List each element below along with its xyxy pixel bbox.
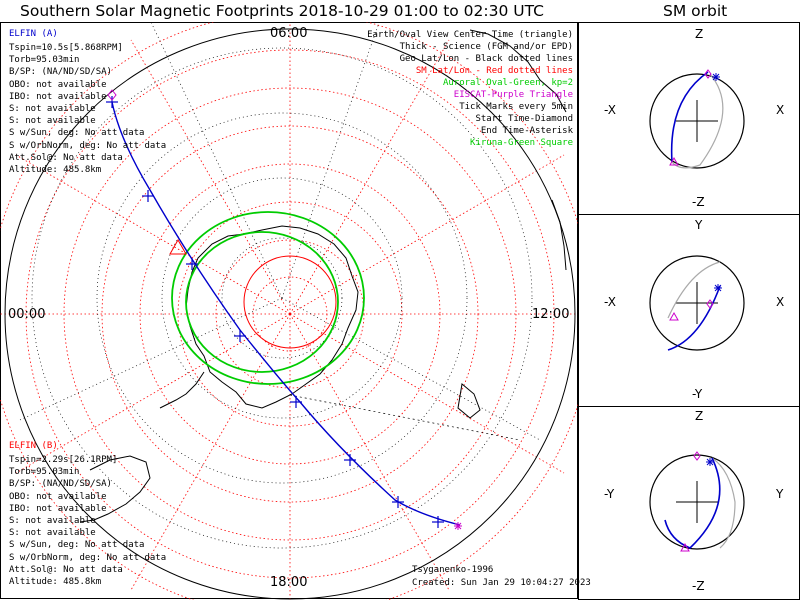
legend-entry: EISCAT-Purple Triangle (453, 90, 573, 100)
info-line: Torb=95.03min (9, 55, 80, 66)
legend-entry: Start Time-Diamond (475, 114, 573, 124)
orbit-near-side (670, 71, 709, 163)
orbit-panel-yz (578, 406, 800, 600)
legend-entry: Auroral Oval-Green, kp=2 (442, 78, 573, 88)
info-line: Tspin=2.29s[26.1RPM] (9, 455, 118, 465)
mlt-label-left: 00:00 (8, 307, 46, 322)
elfin-b-name: ELFIN (B) (9, 441, 58, 451)
elfin-b-info: ELFIN (B) Tspin=2.29s[26.1RPM] Torb=95.03… (9, 441, 166, 588)
info-line: Att.Sol@: No att data (9, 152, 123, 163)
created-timestamp: Created: Sun Jan 29 10:04:27 2023 (412, 578, 591, 588)
orbit-panel-xy (578, 214, 800, 407)
elfin-footprint-track (111, 101, 461, 526)
legend-entry: Geo Lat/Lon - Black dotted lines (399, 54, 573, 64)
model-credit: Tsyganenko-1996 (412, 565, 494, 575)
orbit-near-side (667, 285, 721, 351)
info-line: S w/OrbNorm, deg: No att data (9, 140, 167, 151)
orbit-center-triangle (669, 311, 679, 321)
africa-coastline (551, 199, 567, 271)
orbit3-axis-top: Z (695, 409, 704, 423)
legend-entry: Kiruna-Green Square (470, 138, 573, 148)
info-line: OBO: not available (9, 491, 107, 502)
elfin-a-details: Tspin=10.5s[5.868RPM] Torb=95.03min B/SP: … (9, 42, 166, 176)
earth-circle (649, 255, 745, 351)
australia-coastline (469, 29, 567, 113)
orbit2-axis-left: -X (604, 295, 616, 309)
orbit2-axis-top: Y (695, 218, 703, 232)
orbit-near-side (664, 457, 721, 549)
mlt-label-right: 12:00 (532, 307, 570, 322)
mlt-label-bottom: 18:00 (270, 575, 308, 590)
auroral-oval-poleward (171, 211, 365, 385)
polar-map (0, 22, 578, 600)
orbit-start-diamond (706, 299, 714, 309)
elfin-a-name: ELFIN (A) (9, 29, 58, 39)
info-line: Torb=95.03min (9, 467, 80, 478)
map-legend: Earth/Oval View Center Time (triangle) Th… (367, 29, 573, 149)
auroral-oval-equatorward (185, 231, 339, 373)
info-line: B/SP: (NA/ND/SD/SA) (9, 67, 112, 78)
orbit-panel-xz (578, 22, 800, 215)
orbit-center-triangle (669, 156, 679, 166)
orbit3-axis-right: Y (776, 487, 784, 501)
elfin-a-info: ELFIN (A) Tspin=10.5s[5.868RPM] Torb=95.0… (9, 29, 166, 176)
island-coastline (457, 383, 481, 419)
orbit-far-side (711, 457, 736, 549)
orbit2-axis-bottom: -Y (692, 387, 703, 401)
orbit-start-diamond (693, 451, 701, 461)
info-line: S: not available (9, 116, 96, 127)
south-america-coastline (79, 455, 151, 523)
info-line: S w/OrbNorm, deg: No att data (9, 552, 167, 563)
info-line: IBO: not available (9, 91, 107, 102)
info-line: S w/Sun, deg: No att data (9, 128, 145, 139)
info-line: IBO: not available (9, 503, 107, 514)
sm-pole-ring (243, 255, 337, 349)
orbit3-axis-bottom: -Z (692, 579, 705, 593)
orbit3-axis-left: -Y (604, 487, 615, 501)
orbit1-axis-bottom: -Z (692, 195, 705, 209)
info-line: Altitude: 485.8km (9, 577, 102, 588)
orbit1-axis-right: X (776, 103, 785, 117)
mlt-label-top: 06:00 (270, 26, 308, 41)
legend-entry: Thick - Science (FGM and/or EPD) (399, 42, 573, 52)
antarctic-peninsula (159, 371, 205, 409)
earth-circle (649, 73, 745, 169)
legend-entry: SM Lat/Lon - Red dotted lines (415, 66, 573, 76)
info-line: OBO: not available (9, 79, 107, 90)
orbit-center-triangle (680, 542, 690, 552)
geo-latlon-grid (19, 22, 541, 549)
orbit2-axis-right: X (776, 295, 785, 309)
view-center-line (289, 394, 521, 441)
legend-entry: Earth/Oval View Center Time (triangle) (367, 30, 573, 40)
end-time-asterisk (454, 522, 462, 530)
info-line: S: not available (9, 104, 96, 115)
info-line: Altitude: 485.8km (9, 165, 102, 176)
orbit-far-side (667, 261, 721, 319)
legend-entry: End Time-Asterisk (480, 126, 573, 136)
orbit-start-diamond (704, 69, 712, 79)
orbit-title: SM orbit (663, 2, 728, 20)
elfin-b-details: Tspin=2.29s[26.1RPM] Torb=95.03min B/SP: (… (9, 454, 166, 588)
plot-title: Southern Solar Magnetic Footprints 2018-… (20, 2, 545, 20)
info-line: S: not available (9, 528, 96, 539)
info-line: Tspin=10.5s[5.868RPM] (9, 43, 123, 53)
info-line: Att.Sol@: No att data (9, 564, 123, 575)
view-center-triangle (169, 238, 187, 255)
track-tick-marks (106, 96, 444, 528)
info-line: S: not available (9, 516, 96, 527)
orbit1-axis-left: -X (604, 103, 616, 117)
orbit1-axis-top: Z (695, 27, 704, 41)
legend-entry: Tick Marks every 5min (459, 102, 573, 112)
info-line: S w/Sun, deg: No att data (9, 540, 145, 551)
orbit-far-side (671, 73, 724, 169)
info-line: B/SP: (NA/ND/SD/SA) (9, 479, 112, 490)
earth-circle (649, 454, 745, 550)
earth-limb (4, 28, 576, 600)
start-time-diamond (107, 89, 117, 101)
